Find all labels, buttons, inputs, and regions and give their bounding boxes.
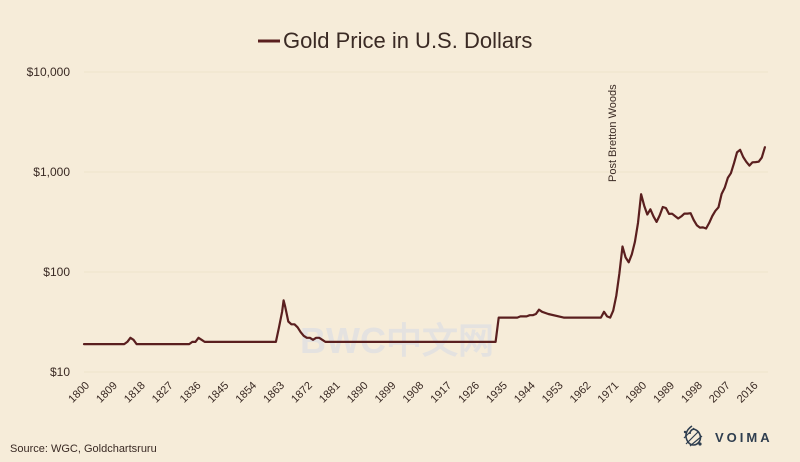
watermark-text: BWC中文网 bbox=[300, 320, 494, 361]
x-tick-label: 1962 bbox=[568, 380, 594, 406]
x-tick-label: 1809 bbox=[94, 380, 120, 406]
x-tick-label: 1872 bbox=[289, 380, 315, 406]
x-tick-label: 1908 bbox=[401, 380, 427, 406]
x-tick-label: 1818 bbox=[122, 380, 148, 406]
x-tick-label: 1899 bbox=[373, 380, 399, 406]
series-layer bbox=[82, 146, 767, 346]
x-tick-label: 1800 bbox=[66, 380, 92, 406]
x-tick-label: 1998 bbox=[679, 380, 705, 406]
x-tick-label: 1917 bbox=[428, 380, 454, 406]
x-tick-label: 1827 bbox=[150, 380, 176, 406]
x-tick-label: 2016 bbox=[735, 380, 761, 406]
x-tick-label: 2007 bbox=[707, 380, 733, 406]
annotation-post-bretton-woods: Post Bretton Woods bbox=[607, 84, 619, 182]
x-tick-label: 1953 bbox=[540, 380, 566, 406]
x-tick-label: 1935 bbox=[484, 380, 510, 406]
brand-name: VOIMA bbox=[715, 430, 773, 445]
x-tick-label: 1854 bbox=[233, 380, 259, 406]
x-tick-label: 1890 bbox=[345, 380, 371, 406]
x-tick-label: 1881 bbox=[317, 380, 343, 406]
x-tick-label: 1845 bbox=[206, 380, 232, 406]
brand-logo-icon bbox=[683, 425, 703, 447]
x-tick-label: 1926 bbox=[456, 380, 482, 406]
series-line-gold-price bbox=[82, 146, 767, 346]
y-tick-label: $10 bbox=[50, 365, 70, 379]
x-tick-label: 1989 bbox=[651, 380, 677, 406]
annotation-layer: Post Bretton Woods bbox=[607, 84, 619, 182]
x-tick-label: 1863 bbox=[261, 380, 287, 406]
y-tick-label: $100 bbox=[43, 265, 70, 279]
chart-title: Gold Price in U.S. Dollars bbox=[283, 28, 532, 53]
x-tick-label: 1944 bbox=[512, 380, 538, 406]
x-tick-label: 1836 bbox=[178, 380, 204, 406]
grid-layer bbox=[84, 71, 768, 373]
source-text: Source: WGC, Goldchartsruru bbox=[10, 443, 157, 455]
legend: Gold Price in U.S. Dollars bbox=[258, 28, 532, 53]
x-tick-label: 1971 bbox=[596, 380, 622, 406]
x-tick-label: 1980 bbox=[623, 380, 649, 406]
watermark: BWC中文网 bbox=[300, 320, 494, 361]
y-tick-label: $10,000 bbox=[27, 65, 71, 79]
brand-logo: VOIMA bbox=[683, 425, 773, 447]
y-tick-label: $1,000 bbox=[33, 165, 70, 179]
